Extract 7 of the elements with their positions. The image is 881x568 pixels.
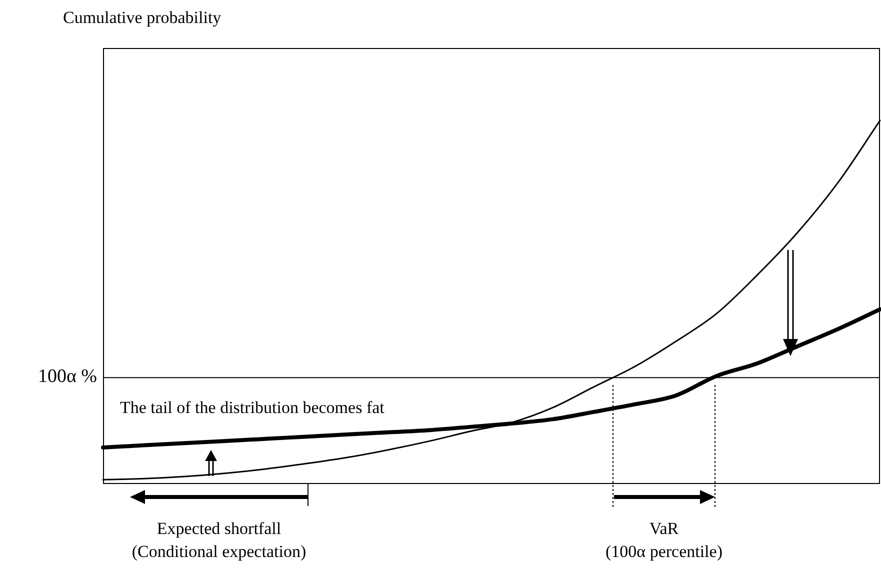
text: VaR xyxy=(649,519,679,539)
ref-line-label: 100α % xyxy=(38,366,98,388)
text: (Conditional expectation) xyxy=(132,542,306,562)
annotation: The tail of the distribution becomes fat xyxy=(120,398,384,418)
text: Cumulative probability xyxy=(63,8,222,28)
text: Expected shortfall xyxy=(156,519,282,539)
text: (100α percentile) xyxy=(606,542,722,562)
